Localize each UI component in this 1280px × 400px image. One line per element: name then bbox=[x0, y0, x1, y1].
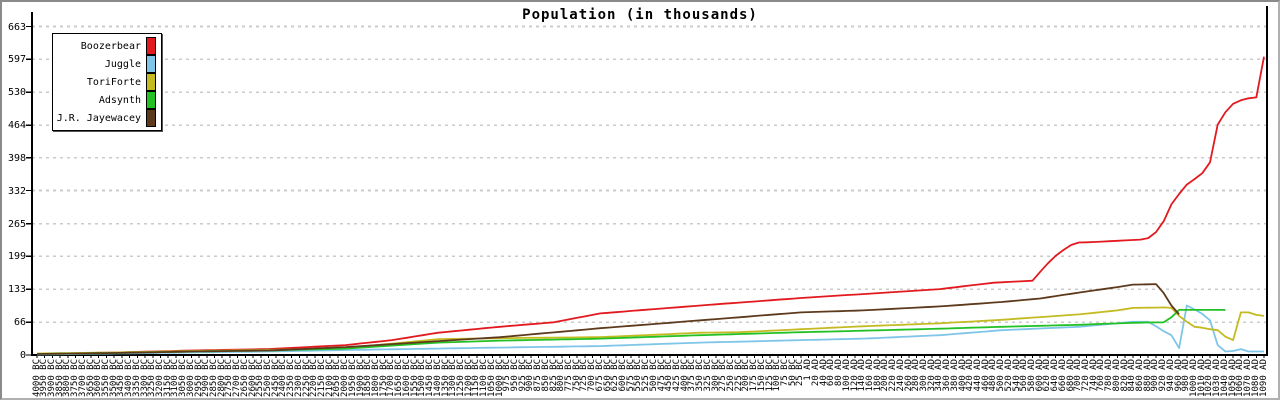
y-tick-label: 464 bbox=[7, 120, 26, 132]
legend-color-swatch bbox=[146, 55, 156, 73]
legend-label: Boozerbear bbox=[80, 40, 141, 52]
y-tick-label: 0 bbox=[19, 350, 26, 361]
legend-label: ToriForte bbox=[86, 76, 141, 88]
legend-color-swatch bbox=[146, 91, 156, 109]
y-tick-label: 199 bbox=[7, 251, 26, 263]
x-tick-label: 1090 AD bbox=[1258, 359, 1269, 397]
legend-label: J.R. Jayewacey bbox=[56, 112, 141, 124]
y-tick-label: 265 bbox=[7, 218, 26, 230]
series-line-boozerbear bbox=[36, 56, 1265, 355]
legend-item: ToriForte bbox=[56, 73, 156, 91]
legend-item: J.R. Jayewacey bbox=[56, 109, 156, 127]
series-line-j-r-jayewacey bbox=[36, 283, 1180, 355]
chart-title: Population (in thousands) bbox=[522, 7, 758, 23]
legend-label: Juggle bbox=[104, 58, 141, 70]
legend-color-swatch bbox=[146, 109, 156, 127]
legend-color-swatch bbox=[146, 37, 156, 55]
y-tick-label: 66 bbox=[13, 317, 26, 329]
y-tick-label: 332 bbox=[7, 185, 26, 197]
series-line-juggle bbox=[36, 304, 1264, 356]
y-tick-label: 398 bbox=[7, 152, 26, 164]
legend-item: Juggle bbox=[56, 55, 156, 73]
y-tick-label: 133 bbox=[7, 284, 26, 296]
y-tick-label: 663 bbox=[7, 21, 26, 33]
legend-color-swatch bbox=[146, 73, 156, 91]
series-line-toriforte bbox=[36, 306, 1265, 355]
y-tick-label: 530 bbox=[7, 87, 26, 99]
legend: Boozerbear Juggle ToriForte Adsynth J.R. Jay… bbox=[52, 33, 162, 131]
legend-label: Adsynth bbox=[98, 94, 141, 106]
y-tick-label: 597 bbox=[7, 54, 26, 66]
legend-item: Boozerbear bbox=[56, 37, 156, 55]
legend-item: Adsynth bbox=[56, 91, 156, 109]
